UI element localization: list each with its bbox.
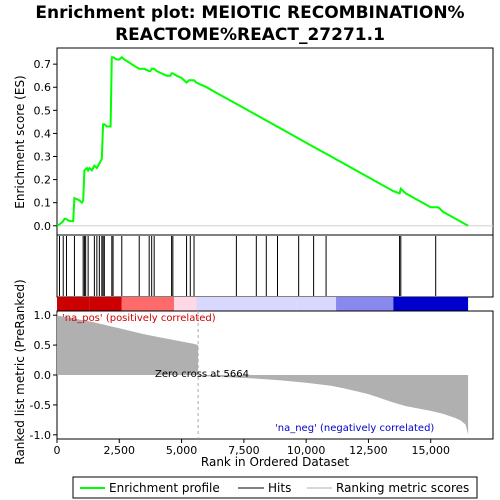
es-panel-frame [56, 47, 494, 236]
x-tick-label: 12,500 [349, 444, 388, 457]
chart-title-line1: Enrichment plot: MEIOTIC RECOMBINATION% [35, 3, 464, 23]
x-tick-label: 10,000 [287, 444, 326, 457]
gradient-segment [336, 297, 356, 311]
legend-label-enrichment: Enrichment profile [109, 481, 220, 495]
legend: Enrichment profile Hits Ranking metric s… [72, 476, 478, 499]
legend-label-hits: Hits [268, 481, 291, 495]
es-y-tick-label: 0.6 [34, 81, 52, 94]
gradient-segment [393, 297, 469, 311]
ranking-gradient-bar [57, 297, 469, 311]
gradient-segment [196, 297, 297, 311]
es-y-tick-label: 0.1 [34, 197, 52, 210]
zero-cross-label: Zero cross at 5664 [155, 369, 249, 380]
gradient-segment [174, 297, 197, 311]
metric-x-axis: 0 2,500 5,000 7,500 10,000 12,500 15,000 [54, 439, 450, 457]
x-axis-label: Rank in Ordered Dataset [201, 455, 349, 469]
es-y-tick-label: 0.4 [34, 127, 52, 140]
gradient-segment [296, 297, 337, 311]
es-y-axis: 0.0 0.1 0.2 0.3 0.4 0.5 0.6 0.7 [34, 58, 57, 233]
metric-y-tick-label: 0.5 [34, 339, 52, 352]
es-curve [56, 55, 469, 227]
legend-label-ranking: Ranking metric scores [336, 481, 469, 495]
legend-frame [72, 476, 478, 499]
x-tick-label: 0 [54, 444, 61, 457]
es-y-axis-label: Enrichment score (ES) [13, 75, 27, 208]
chart-title-line2: REACTOME%REACT_27271.1 [115, 25, 385, 45]
x-tick-label: 5,000 [166, 444, 198, 457]
gradient-segment [355, 297, 394, 311]
metric-area [57, 312, 469, 435]
metric-y-tick-label: -0.5 [30, 399, 51, 412]
gradient-segment [89, 297, 122, 311]
es-y-tick-label: 0.7 [34, 58, 52, 71]
es-y-tick-label: 0.0 [34, 220, 52, 233]
x-tick-label: 2,500 [104, 444, 136, 457]
metric-y-tick-label: 1.0 [34, 309, 52, 322]
gradient-segment [121, 297, 175, 311]
metric-y-axis-label: Ranked list metric (PreRanked) [13, 279, 27, 464]
metric-y-tick-label: -1.0 [30, 429, 51, 442]
hits-panel-frame [56, 234, 494, 298]
es-y-tick-label: 0.3 [34, 151, 52, 164]
gradient-segment [57, 297, 90, 311]
neg-label: 'na_neg' (negatively correlated) [275, 423, 434, 434]
metric-y-tick-label: 0.0 [34, 369, 52, 382]
metric-y-axis: 1.0 0.5 0.0 -0.5 -1.0 [30, 309, 57, 442]
x-tick-label: 7,500 [228, 444, 260, 457]
pos-label: 'na_pos' (positively correlated) [62, 313, 216, 324]
x-tick-label: 15,000 [411, 444, 450, 457]
hits-marks [58, 236, 437, 296]
es-y-tick-label: 0.5 [34, 104, 52, 117]
es-y-tick-label: 0.2 [34, 174, 52, 187]
